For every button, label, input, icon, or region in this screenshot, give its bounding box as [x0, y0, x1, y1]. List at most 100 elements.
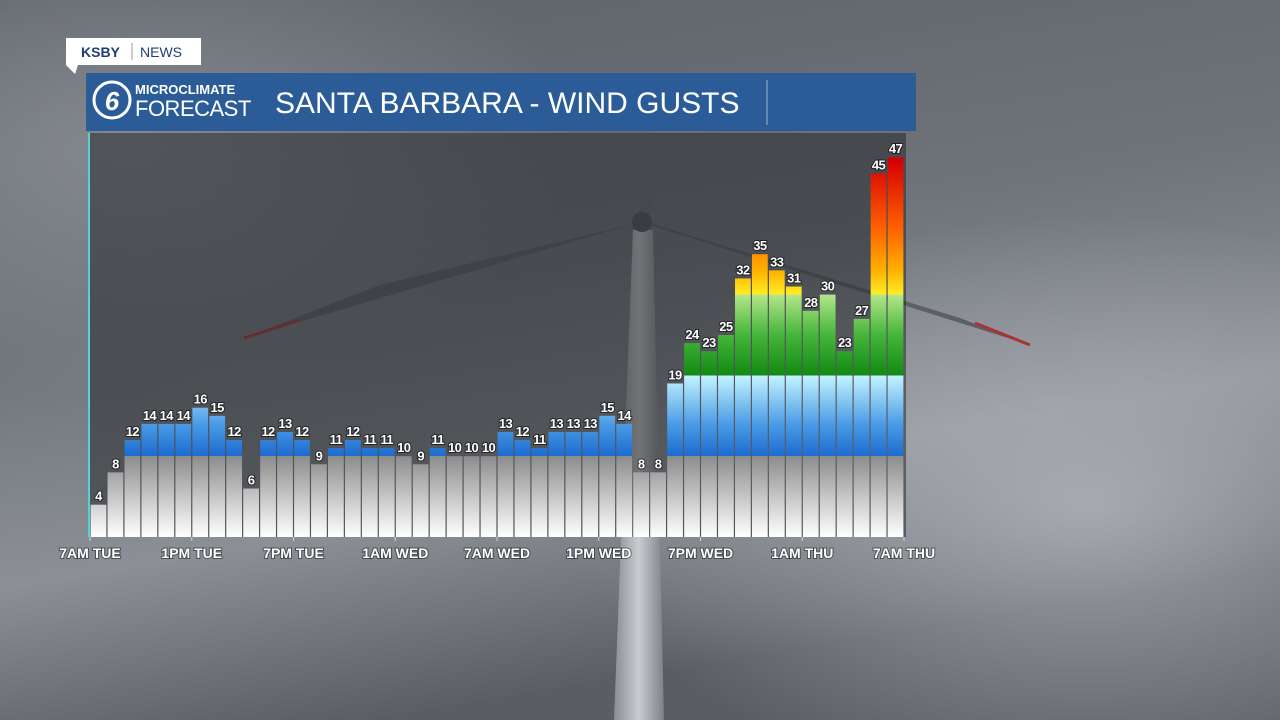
bar [480, 456, 497, 537]
bar [344, 440, 361, 537]
bar [887, 157, 904, 538]
data-label: 45 [872, 157, 886, 172]
data-label: 33 [770, 254, 784, 269]
data-label: 47 [889, 141, 903, 156]
bar [226, 440, 243, 537]
data-label: 13 [550, 416, 564, 431]
data-label: 14 [177, 408, 192, 423]
data-label: 16 [194, 392, 208, 407]
x-tick-label: 7PM TUE [263, 545, 324, 561]
bar [701, 351, 717, 537]
bar [751, 254, 768, 537]
bar [361, 448, 378, 537]
bar [158, 423, 175, 537]
data-label: 27 [855, 303, 869, 318]
data-label: 23 [838, 335, 852, 350]
chart-title: SANTA BARBARA - WIND GUSTS [275, 87, 740, 120]
data-label: 12 [516, 424, 530, 439]
data-label: 12 [261, 424, 275, 439]
data-label: 13 [567, 416, 581, 431]
data-label: 9 [417, 448, 424, 463]
bar [684, 343, 700, 537]
data-label: 15 [601, 400, 615, 415]
data-label: 8 [655, 456, 662, 471]
bar [616, 423, 633, 537]
data-label: 14 [143, 408, 158, 423]
bar [243, 488, 259, 537]
bar [802, 310, 819, 537]
tag-pointer [66, 65, 78, 74]
data-label: 10 [397, 440, 411, 455]
bar [514, 440, 531, 537]
bar [836, 351, 853, 537]
data-label: 28 [804, 295, 818, 310]
data-label: 13 [499, 416, 513, 431]
data-label: 6 [248, 473, 255, 488]
tag-box [66, 38, 201, 65]
bar [192, 407, 209, 537]
station-name: KSBY [81, 44, 121, 60]
data-label: 10 [448, 440, 462, 455]
data-label: 13 [278, 416, 292, 431]
bar [599, 415, 616, 537]
bar [141, 423, 158, 537]
logo-line1: MICROCLIMATE [135, 82, 235, 97]
bar [412, 464, 429, 537]
bar [853, 318, 870, 537]
data-label: 13 [584, 416, 598, 431]
x-tick-label: 1AM WED [362, 545, 428, 561]
data-label: 12 [228, 424, 242, 439]
data-label: 15 [211, 400, 225, 415]
data-label: 31 [787, 271, 801, 286]
data-label: 19 [668, 367, 682, 382]
data-label: 10 [465, 440, 479, 455]
section-name: NEWS [140, 44, 182, 60]
bar [497, 431, 514, 537]
news-tag: KSBY NEWS [66, 38, 201, 74]
data-label: 25 [719, 319, 733, 334]
bar [429, 448, 446, 537]
data-label: 4 [95, 489, 103, 504]
x-tick-label: 7PM WED [668, 545, 733, 561]
x-tick-label: 1PM TUE [161, 545, 222, 561]
data-label: 11 [380, 432, 393, 447]
title-bar: 6 MICROCLIMATE FORECAST SANTA BARBARA - … [86, 73, 916, 131]
bar [819, 294, 836, 537]
data-label: 24 [685, 327, 700, 342]
bar [565, 431, 582, 537]
data-label: 35 [753, 238, 767, 253]
bar [378, 448, 395, 537]
data-label: 11 [330, 432, 343, 447]
bar [446, 456, 463, 537]
bar [548, 431, 565, 537]
data-label: 12 [295, 424, 309, 439]
bar [650, 472, 666, 537]
bar [531, 448, 548, 537]
logo-ring [92, 80, 132, 120]
bar [463, 456, 480, 537]
bar [175, 423, 192, 537]
data-label: 23 [702, 335, 716, 350]
data-label: 11 [431, 432, 444, 447]
bar [124, 440, 141, 537]
bar [395, 456, 412, 537]
data-label: 11 [533, 432, 546, 447]
bar [735, 278, 751, 537]
data-label: 8 [638, 456, 645, 471]
data-label: 30 [821, 279, 835, 294]
data-label: 14 [618, 408, 633, 423]
data-label: 10 [482, 440, 496, 455]
x-tick-label: 1AM THU [771, 545, 833, 561]
bar [768, 270, 785, 537]
data-label: 32 [736, 262, 750, 277]
bar [311, 464, 327, 537]
bar [582, 431, 599, 537]
data-label: 12 [126, 424, 140, 439]
x-tick-label: 7AM THU [873, 545, 935, 561]
bar [785, 286, 802, 537]
bar [328, 448, 344, 537]
bar [107, 472, 124, 537]
